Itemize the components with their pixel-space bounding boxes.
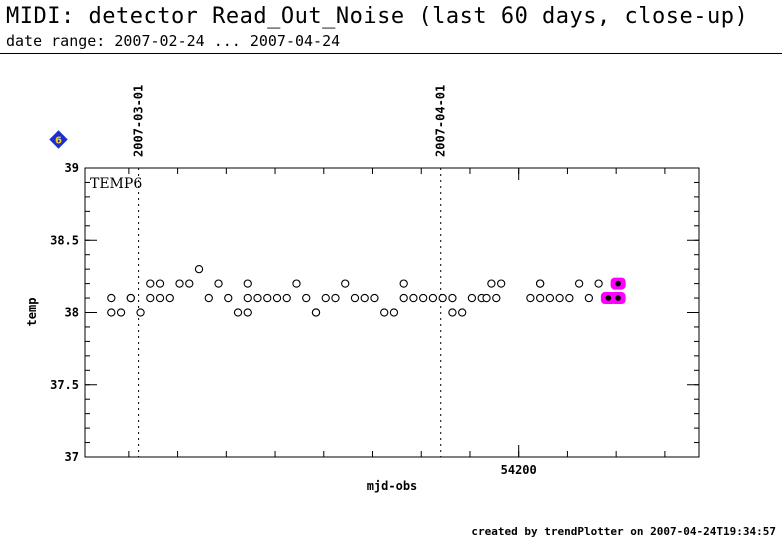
data-point <box>448 308 457 317</box>
highlighted-data-point <box>615 280 621 287</box>
data-point <box>233 308 243 317</box>
x-tick-label: 54200 <box>501 463 537 477</box>
x-axis: 54200 <box>501 168 537 477</box>
data-point <box>136 308 145 317</box>
data-point <box>107 293 116 303</box>
data-point <box>263 293 272 303</box>
y-tick-label: 38 <box>65 306 79 320</box>
data-point <box>467 293 477 303</box>
data-points <box>107 264 626 317</box>
data-point <box>243 279 252 288</box>
data-point <box>253 293 262 303</box>
data-point <box>272 293 282 303</box>
highlighted-data-point <box>605 295 612 301</box>
data-point <box>419 293 428 303</box>
data-point <box>584 293 594 303</box>
data-point <box>594 279 603 288</box>
data-point <box>389 308 399 317</box>
data-point <box>535 293 545 303</box>
y-axis-label: temp <box>25 298 39 327</box>
chart-subtitle: date range: 2007-02-24 ... 2007-04-24 <box>6 32 341 50</box>
data-point <box>321 293 330 303</box>
data-point <box>155 293 165 303</box>
data-point <box>399 293 408 303</box>
y-tick-label: 38.5 <box>50 233 79 247</box>
date-markers: 2007-03-01 2007-04-01 <box>132 85 448 457</box>
y-tick-label: 37.5 <box>50 378 79 392</box>
data-point <box>331 293 340 303</box>
footer-credit: created by trendPlotter on 2007-04-24T19… <box>471 525 776 538</box>
data-point <box>243 293 252 303</box>
data-point <box>155 279 165 288</box>
data-point <box>399 279 408 288</box>
data-point <box>243 308 252 317</box>
data-point <box>341 279 350 288</box>
data-point <box>146 293 155 303</box>
x-axis-label: mjd-obs <box>367 479 418 493</box>
y-tick-label: 37 <box>65 450 79 464</box>
data-point <box>438 293 447 303</box>
data-point <box>497 279 506 288</box>
data-point <box>185 279 194 288</box>
data-point <box>116 308 126 317</box>
data-point <box>482 293 491 303</box>
data-point <box>302 293 311 303</box>
chart-title: MIDI: detector Read_Out_Noise (last 60 d… <box>6 4 749 29</box>
data-point <box>574 279 584 288</box>
data-point <box>311 308 321 317</box>
data-point <box>214 279 223 288</box>
data-point <box>370 293 379 303</box>
y-axis: 37 37.5 38 38.5 39 <box>50 161 699 464</box>
data-point <box>428 293 438 303</box>
panel-number-badge: 6 <box>49 130 68 149</box>
data-point <box>360 293 369 303</box>
data-point <box>126 293 135 303</box>
data-point <box>409 293 418 303</box>
data-point <box>535 279 545 288</box>
panel-label: TEMP6 <box>90 176 142 192</box>
data-point <box>292 279 301 288</box>
data-point <box>545 293 555 303</box>
data-point <box>194 264 204 274</box>
header-divider <box>0 53 782 54</box>
data-point <box>175 279 184 288</box>
data-point <box>107 308 116 317</box>
data-point <box>146 279 155 288</box>
data-point <box>380 308 389 317</box>
badge-diamond <box>49 130 68 149</box>
y-tick-label: 39 <box>65 161 79 175</box>
data-point <box>555 293 564 303</box>
data-point <box>350 293 360 303</box>
data-point <box>204 293 213 303</box>
data-point <box>165 293 174 303</box>
date-marker-label: 2007-03-01 <box>132 85 146 157</box>
data-point <box>282 293 291 303</box>
data-point <box>448 293 457 303</box>
date-marker-label: 2007-04-01 <box>434 85 448 157</box>
badge-label: 6 <box>55 136 62 147</box>
data-point <box>458 308 467 317</box>
data-point <box>492 293 501 303</box>
data-point <box>487 279 496 288</box>
highlighted-data-point <box>615 295 621 301</box>
data-point <box>224 293 233 303</box>
data-point <box>565 293 574 303</box>
data-point <box>526 293 535 303</box>
